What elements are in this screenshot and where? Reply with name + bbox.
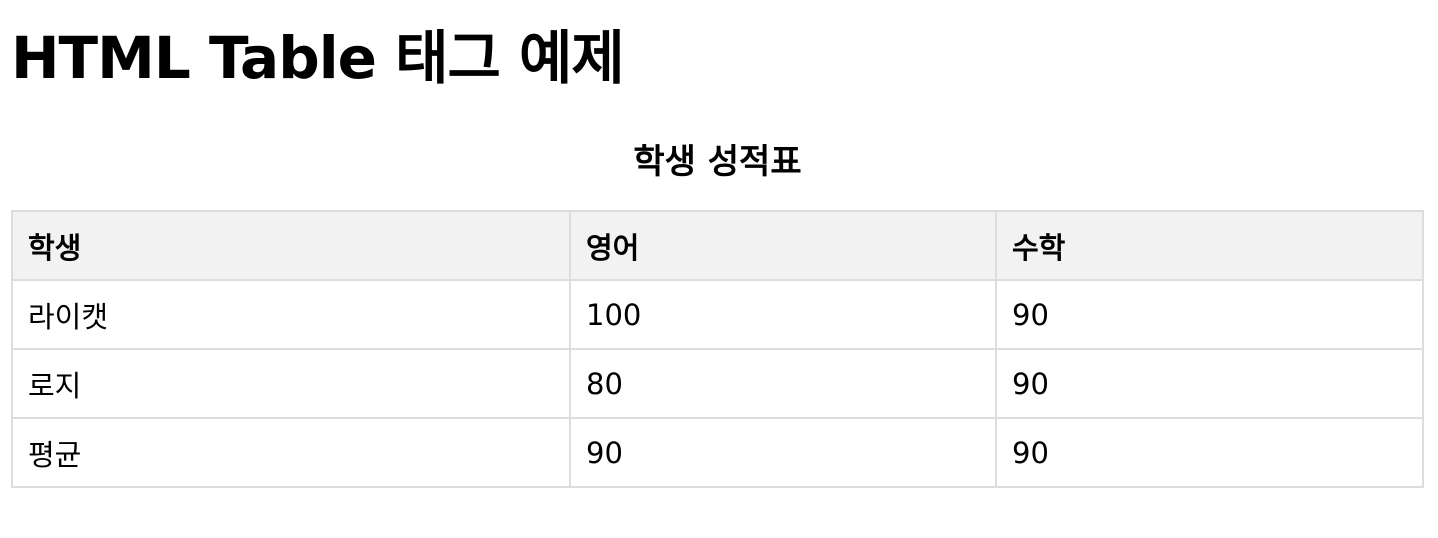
- header-student: 학생: [11, 210, 571, 281]
- cell-student: 평균: [11, 417, 571, 488]
- table-caption: 학생 성적표: [633, 142, 802, 182]
- page-title: HTML Table 태그 예제: [11, 24, 625, 92]
- cell-english: 90: [569, 417, 997, 488]
- table-row: 로지 80 90: [11, 348, 1424, 419]
- header-math: 수학: [995, 210, 1424, 281]
- table-header-row: 학생 영어 수학: [11, 210, 1424, 281]
- table-row: 평균 90 90: [11, 417, 1424, 488]
- header-english: 영어: [569, 210, 997, 281]
- cell-math: 90: [995, 417, 1424, 488]
- cell-math: 90: [995, 279, 1424, 350]
- cell-student: 라이캣: [11, 279, 571, 350]
- cell-english: 100: [569, 279, 997, 350]
- cell-math: 90: [995, 348, 1424, 419]
- table-row: 라이캣 100 90: [11, 279, 1424, 350]
- cell-english: 80: [569, 348, 997, 419]
- cell-student: 로지: [11, 348, 571, 419]
- page-container: HTML Table 태그 예제 학생 성적표 학생 영어 수학 라이캣 100…: [11, 24, 1424, 488]
- grade-table: 학생 성적표 학생 영어 수학 라이캣 100 90 로지 80 90: [11, 140, 1424, 488]
